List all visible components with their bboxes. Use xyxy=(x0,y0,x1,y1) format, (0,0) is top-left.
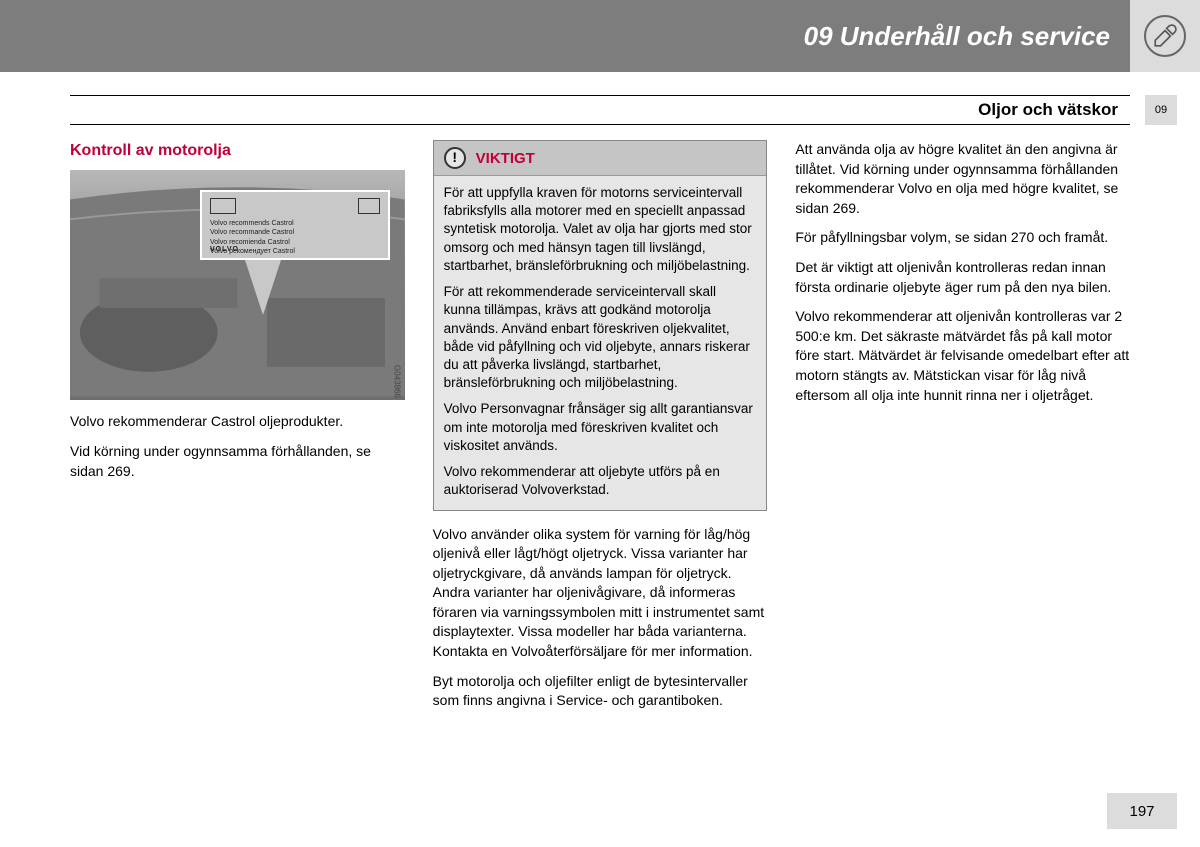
body-text: Det är viktigt att oljenivån kontrollera… xyxy=(795,258,1130,297)
section-subheader: Oljor och vätskor xyxy=(70,95,1130,125)
column-1: Kontroll av motorolja Volvo recommends C… xyxy=(70,140,405,721)
wrench-icon xyxy=(1144,15,1186,57)
body-text: Volvo rekommenderar att oljenivån kontro… xyxy=(795,307,1130,405)
important-box: ! VIKTIGT För att uppfylla kraven för mo… xyxy=(433,140,768,511)
content-area: Kontroll av motorolja Volvo recommends C… xyxy=(70,140,1130,721)
info-icon: ! xyxy=(444,147,466,169)
body-text: Att använda olja av högre kvalitet än de… xyxy=(795,140,1130,218)
body-text: Volvo använder olika system för varning … xyxy=(433,525,768,662)
body-text: För att uppfylla kraven för motorns serv… xyxy=(444,184,757,275)
label-line: Volvo recommande Castrol xyxy=(210,228,380,237)
body-text: Volvo rekommenderar att oljebyte utförs … xyxy=(444,463,757,499)
chapter-title: 09 Underhåll och service xyxy=(0,0,1130,72)
volvo-brand: VOLVO xyxy=(210,245,239,255)
engine-image: Volvo recommends Castrol Volvo recommand… xyxy=(70,170,405,400)
body-text: Vid körning under ogynnsamma förhållande… xyxy=(70,442,405,481)
body-text: För att rekommenderade serviceintervall … xyxy=(444,283,757,392)
manual-icon xyxy=(358,198,380,214)
body-text: Volvo Personvagnar frånsäger sig allt ga… xyxy=(444,400,757,455)
image-code: G043866 xyxy=(391,365,402,398)
header-icon-box xyxy=(1130,0,1200,72)
page-number: 197 xyxy=(1107,793,1177,829)
body-text: Volvo rekommenderar Castrol oljeprodukte… xyxy=(70,412,405,432)
column-2: ! VIKTIGT För att uppfylla kraven för mo… xyxy=(433,140,768,721)
oil-label-decal: Volvo recommends Castrol Volvo recommand… xyxy=(200,190,390,260)
label-line: Volvo recommends Castrol xyxy=(210,219,380,228)
important-title: VIKTIGT xyxy=(476,148,535,169)
wrench-svg xyxy=(1152,23,1178,49)
important-body: För att uppfylla kraven för motorns serv… xyxy=(434,176,767,510)
label-pointer xyxy=(245,260,281,315)
body-text: För påfyllningsbar volym, se sidan 270 o… xyxy=(795,228,1130,248)
oil-can-icon xyxy=(210,198,236,214)
important-header: ! VIKTIGT xyxy=(434,141,767,176)
section-title: Oljor och vätskor xyxy=(978,100,1118,120)
body-text: Byt motorolja och oljefilter enligt de b… xyxy=(433,672,768,711)
section-heading: Kontroll av motorolja xyxy=(70,140,405,162)
chapter-tab: 09 xyxy=(1145,95,1177,125)
chapter-header: 09 Underhåll och service xyxy=(0,0,1200,72)
column-3: Att använda olja av högre kvalitet än de… xyxy=(795,140,1130,721)
